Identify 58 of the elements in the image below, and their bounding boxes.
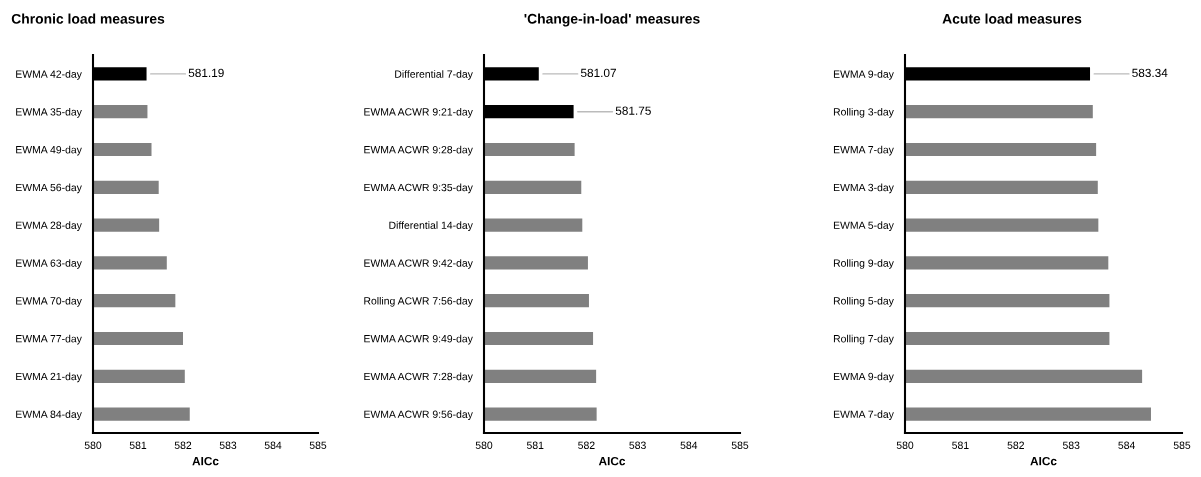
y-tick-label: EWMA 7-day xyxy=(833,410,894,421)
y-tick-label: EWMA ACWR 9:42-day xyxy=(364,259,473,269)
chart-title: Chronic load measures xyxy=(11,13,165,24)
y-tick-label: Rolling 5-day xyxy=(833,296,894,307)
y-tick-label: Differential 14-day xyxy=(389,221,473,232)
x-tick-label: 580 xyxy=(896,441,914,449)
y-tick-label: EWMA ACWR 9:21-day xyxy=(364,107,473,118)
x-tick-label: 585 xyxy=(309,441,327,449)
x-tick-label: 585 xyxy=(1173,441,1191,449)
x-tick-label: 584 xyxy=(264,441,282,449)
y-tick-label: EWMA ACWR 7:28-day xyxy=(364,372,473,383)
x-tick-label: 581 xyxy=(952,441,969,449)
x-tick-label: 582 xyxy=(578,441,595,449)
x-tick-label: 583 xyxy=(1062,441,1080,449)
x-tick-label: 582 xyxy=(1007,441,1024,449)
y-tick-label: EWMA 63-day xyxy=(16,259,82,269)
data-label: 583.34 xyxy=(1132,68,1168,78)
y-tick-label: EWMA ACWR 9:28-day xyxy=(364,145,473,156)
x-tick-label: 584 xyxy=(680,441,698,449)
y-tick-label: Differential 7-day xyxy=(395,70,473,80)
chart-title: Acute load measures xyxy=(942,13,1082,24)
x-axis-title: AICc xyxy=(192,456,219,466)
x-tick-label: 581 xyxy=(526,441,544,449)
chart-title: 'Change-in-load' measures xyxy=(524,13,700,27)
y-tick-label: EWMA 28-day xyxy=(16,221,82,232)
x-tick-label: 582 xyxy=(174,441,192,449)
y-tick-label: EWMA 77-day xyxy=(16,334,82,345)
y-tick-label: EWMA 35-day xyxy=(16,107,82,118)
data-label: 581.19 xyxy=(188,68,224,78)
y-tick-label: Rolling 9-day xyxy=(833,259,894,269)
y-tick-label: EWMA 42-day xyxy=(16,70,82,80)
y-tick-label: EWMA 84-day xyxy=(16,410,82,421)
x-axis-title: AICc xyxy=(598,456,626,466)
y-tick-label: EWMA ACWR 9:56-day xyxy=(364,410,473,421)
x-tick-label: 583 xyxy=(219,441,237,449)
data-label: 581.75 xyxy=(615,106,651,115)
x-tick-label: 583 xyxy=(629,441,646,449)
y-tick-label: EWMA 21-day xyxy=(16,372,82,383)
y-tick-label: EWMA 3-day xyxy=(833,183,894,194)
y-tick-label: Rolling 7-day xyxy=(833,334,894,345)
y-tick-label: Rolling ACWR 7:56-day xyxy=(364,296,473,307)
y-tick-label: EWMA 56-day xyxy=(16,183,82,194)
y-tick-label: Rolling 3-day xyxy=(833,107,894,118)
y-tick-label: EWMA 7-day xyxy=(833,145,894,156)
y-tick-label: EWMA 9-day xyxy=(833,372,894,383)
x-tick-label: 580 xyxy=(84,441,102,449)
data-label: 581.07 xyxy=(580,68,616,78)
x-tick-label: 585 xyxy=(731,441,749,449)
y-tick-label: EWMA 5-day xyxy=(833,221,894,232)
y-tick-label: EWMA 9-day xyxy=(833,70,894,80)
y-tick-label: EWMA 70-day xyxy=(16,296,82,307)
x-tick-label: 580 xyxy=(475,441,493,449)
x-tick-label: 581 xyxy=(129,441,147,449)
y-tick-label: EWMA 49-day xyxy=(16,145,82,156)
y-tick-label: EWMA ACWR 9:35-day xyxy=(364,183,473,194)
y-tick-label: EWMA ACWR 9:49-day xyxy=(364,334,473,345)
x-tick-label: 584 xyxy=(1118,441,1135,449)
x-axis-title: AICc xyxy=(1030,456,1057,466)
